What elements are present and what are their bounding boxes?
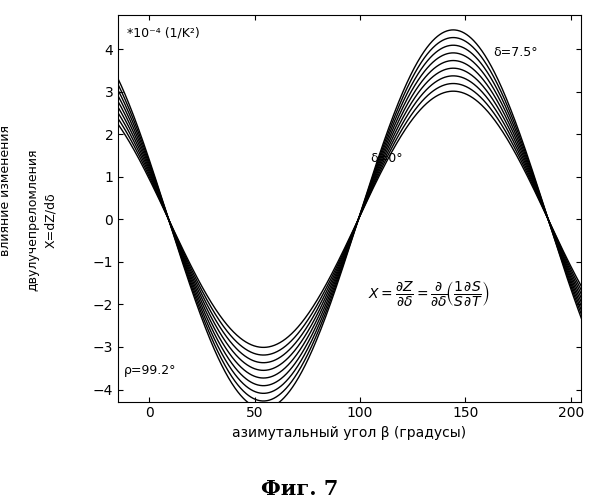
Text: влияние изменения: влияние изменения xyxy=(0,124,13,256)
Text: двулучепреломления: двулучепреломления xyxy=(26,149,40,291)
Text: Фиг. 7: Фиг. 7 xyxy=(261,479,338,499)
Text: δ=7.5°: δ=7.5° xyxy=(493,46,537,59)
Text: $X = \dfrac{\partial Z}{\partial \delta} = \dfrac{\partial}{\partial \delta}\!\l: $X = \dfrac{\partial Z}{\partial \delta}… xyxy=(368,280,490,308)
Text: δ=0°: δ=0° xyxy=(371,152,403,165)
X-axis label: азимутальный угол β (градусы): азимутальный угол β (градусы) xyxy=(232,426,467,440)
Text: ρ=99.2°: ρ=99.2° xyxy=(124,364,176,376)
Text: X=dZ/dδ: X=dZ/dδ xyxy=(44,192,58,248)
Text: *10⁻⁴ (1/K²): *10⁻⁴ (1/K²) xyxy=(127,26,199,40)
